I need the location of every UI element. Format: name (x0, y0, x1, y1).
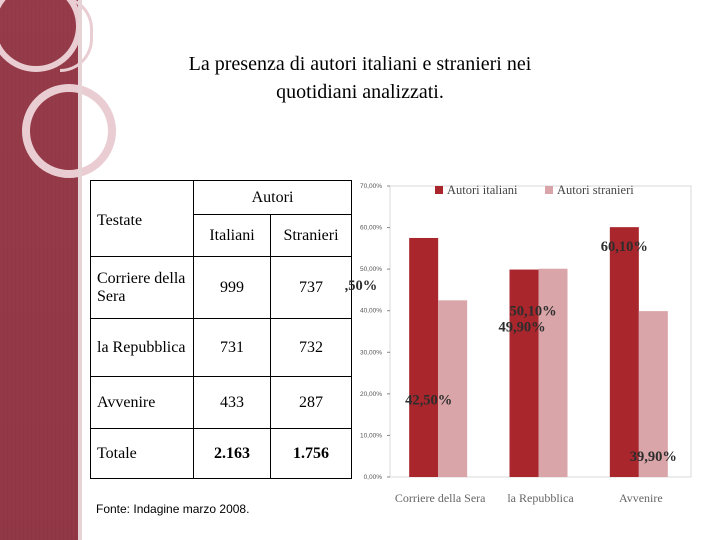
y-tick-label: 70,00% (360, 183, 382, 190)
header-italiani: Italiani (193, 214, 271, 257)
legend-swatch (545, 186, 553, 194)
authors-table: Testate Autori Italiani Stranieri Corrie… (90, 180, 352, 479)
data-label-stranieri: 50,10% (509, 304, 556, 320)
bar-stranieri (538, 268, 568, 477)
x-category-label: Corriere della Sera (395, 491, 486, 505)
data-label-italiani: 60,10% (601, 239, 648, 255)
slide-title: La presenza di autori italiani e stranie… (160, 50, 560, 106)
header-testate: Testate (90, 180, 194, 257)
x-category-label: la Repubblica (507, 491, 574, 505)
header-autori: Autori (193, 180, 352, 215)
table-row: Avvenire 433 287 (90, 376, 352, 429)
row-name: Corriere della Sera (90, 256, 194, 319)
bar-italiani (509, 269, 539, 477)
row-name: la Repubblica (90, 318, 194, 377)
bar-stranieri (638, 311, 668, 477)
data-label-stranieri: 42,50% (405, 392, 452, 408)
bar-chart: 0,00% 10,00% 20,00% 30,00% 40,00% 50,00% 60,00… (345, 183, 692, 505)
source-note: Fonte: Indagine marzo 2008. (96, 502, 250, 516)
y-tick-label: 60,00% (360, 225, 382, 232)
table-row: Corriere della Sera 999 737 (90, 256, 352, 319)
legend-swatch (435, 186, 443, 194)
sidebar-edge (78, 0, 82, 540)
y-tick-label: 0,00% (364, 474, 383, 481)
legend-label: Autori italiani (447, 183, 518, 197)
row-italiani: 731 (193, 318, 271, 377)
row-stranieri: 287 (270, 376, 352, 429)
data-label-italiani: 49,90% (498, 320, 545, 336)
decorative-ring-small (60, 0, 93, 72)
row-italiani: 2.163 (193, 428, 271, 479)
row-stranieri: 732 (270, 318, 352, 377)
decorative-ring-large (22, 84, 116, 178)
row-name: Totale (90, 428, 194, 479)
bar-stranieri (438, 300, 468, 477)
title-line-2: quotidiani analizzati. (276, 81, 444, 103)
row-italiani: 999 (193, 256, 271, 319)
row-stranieri: 737 (270, 256, 352, 319)
y-tick-label: 50,00% (360, 266, 382, 273)
y-tick-label: 10,00% (360, 432, 382, 439)
y-tick-label: 30,00% (360, 349, 382, 356)
x-category-label: Avvenire (619, 491, 663, 505)
header-stranieri: Stranieri (270, 214, 352, 257)
decorative-sidebar (0, 0, 116, 540)
table-row-total: Totale 2.163 1.756 (90, 428, 352, 479)
row-stranieri: 1.756 (270, 428, 352, 479)
data-label-stranieri: 39,90% (630, 449, 677, 465)
row-italiani: 433 (193, 376, 271, 429)
table-header-row: Testate Autori (90, 180, 352, 257)
data-label-italiani: 57,50% (345, 278, 377, 294)
table-row: la Repubblica 731 732 (90, 318, 352, 377)
y-tick-label: 20,00% (360, 391, 382, 398)
bar-italiani (409, 237, 439, 477)
title-line-1: La presenza di autori italiani e stranie… (188, 53, 532, 75)
row-name: Avvenire (90, 376, 194, 429)
table-subheader-row: Italiani Stranieri (91, 214, 352, 257)
bar-italiani (609, 227, 639, 477)
legend-label: Autori stranieri (557, 183, 634, 197)
y-tick-label: 40,00% (360, 308, 382, 315)
